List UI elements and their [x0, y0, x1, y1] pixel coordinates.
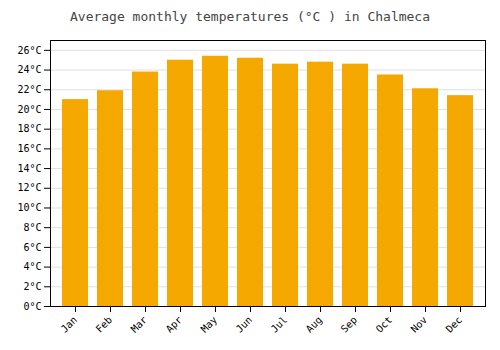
svg-text:Aug: Aug	[304, 314, 325, 335]
svg-text:May: May	[199, 314, 220, 335]
svg-text:Sep: Sep	[339, 314, 360, 335]
svg-text:16°C: 16°C	[17, 143, 41, 154]
html-text:Average monthly temperatures (: Average monthly temperatures (°C ) in Ch…	[70, 9, 430, 24]
svg-text:Jan: Jan	[59, 314, 80, 335]
svg-text:Nov: Nov	[409, 314, 430, 335]
svg-text:22°C: 22°C	[17, 84, 41, 95]
svg-text:Feb: Feb	[94, 314, 115, 335]
svg-text:8°C: 8°C	[23, 222, 41, 233]
svg-text:0°C: 0°C	[23, 301, 41, 312]
svg-text:Oct: Oct	[374, 314, 395, 335]
svg-text:10°C: 10°C	[17, 202, 41, 213]
svg-text:Jun: Jun	[234, 314, 255, 335]
svg-text:Apr: Apr	[164, 314, 185, 335]
svg-text:26°C: 26°C	[17, 45, 41, 56]
svg-text:12°C: 12°C	[17, 182, 41, 193]
svg-text:Dec: Dec	[444, 314, 465, 335]
svg-text:Jul: Jul	[269, 314, 290, 335]
svg-text:14°C: 14°C	[17, 163, 41, 174]
svg-text:2°C: 2°C	[23, 281, 41, 292]
svg-text:24°C: 24°C	[17, 64, 41, 75]
svg-text:18°C: 18°C	[17, 123, 41, 134]
svg-text:4°C: 4°C	[23, 261, 41, 272]
svg-text:6°C: 6°C	[23, 242, 41, 253]
svg-text:20°C: 20°C	[17, 104, 41, 115]
svg-text:Mar: Mar	[129, 314, 150, 335]
